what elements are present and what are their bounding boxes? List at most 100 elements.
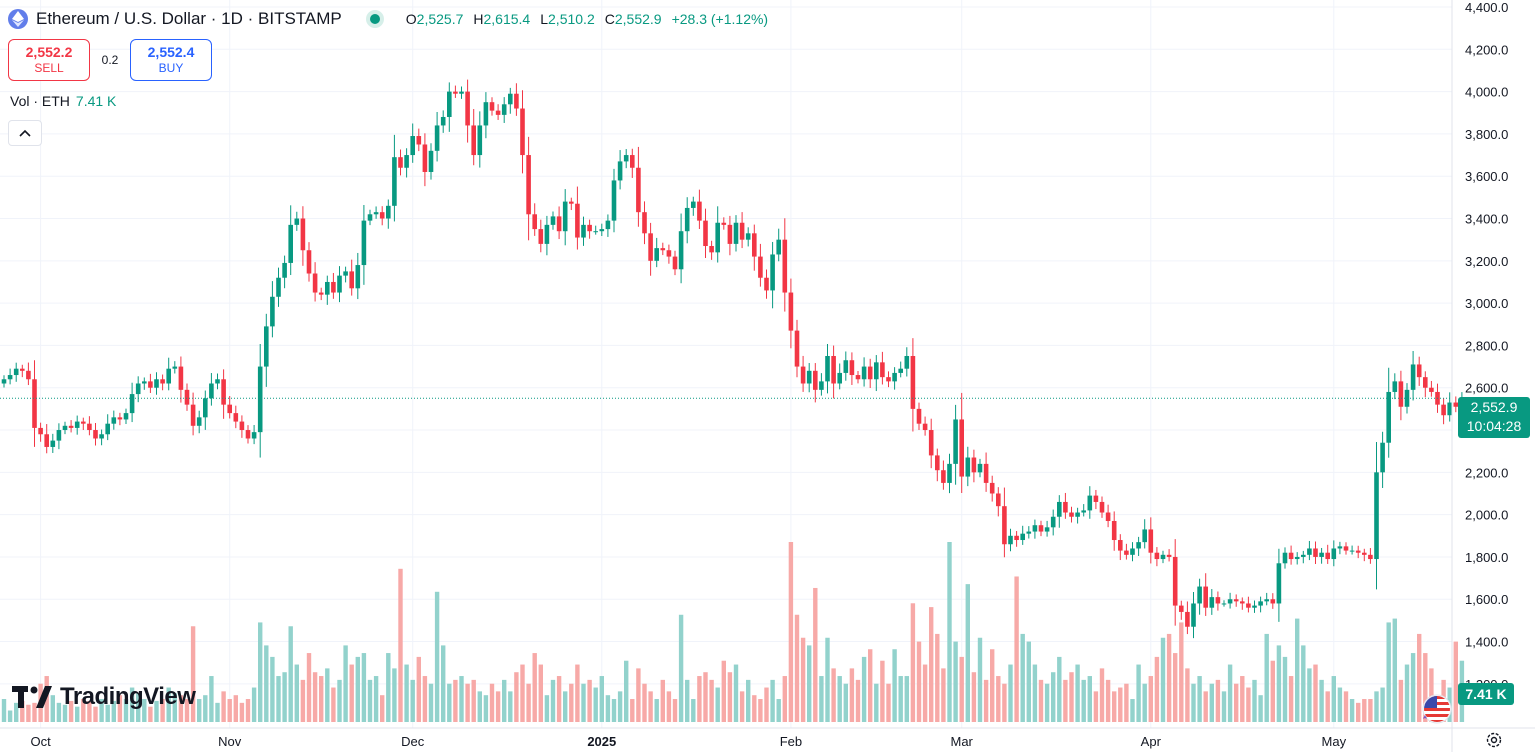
time-tick-label: Feb (780, 734, 802, 749)
volume-legend-value: 7.41 K (75, 93, 117, 109)
volume-bar (209, 676, 214, 722)
candle-body (434, 125, 440, 151)
candle-body (941, 470, 946, 483)
candle-body (1355, 550, 1361, 553)
candle-body (1093, 495, 1099, 502)
volume-bar (276, 676, 281, 722)
volume-bar (648, 691, 653, 722)
candle-body (672, 256, 678, 270)
candle-body (105, 423, 110, 435)
buy-button[interactable]: 2,552.4 BUY (130, 39, 212, 81)
volume-bar (129, 687, 135, 722)
volume-bar (831, 668, 836, 722)
candle-body (160, 379, 165, 384)
volume-bar (611, 699, 617, 722)
close-label: C (604, 11, 615, 27)
volume-bar (825, 637, 830, 722)
volume-bar (245, 699, 251, 722)
price-axis[interactable]: 4,400.0 4,200.0 4,000.0 3,800.0 3,600.0 3,400… (1451, 0, 1508, 752)
sell-button[interactable]: 2,552.2 SELL (8, 39, 90, 81)
volume-bar (1044, 683, 1050, 722)
chart-settings-icon[interactable] (1484, 730, 1504, 750)
volume-bar (270, 656, 275, 722)
tradingview-logo[interactable]: TradingView (12, 683, 196, 711)
volume-bar (117, 695, 123, 722)
candle-body (1453, 402, 1459, 407)
volume-bar (410, 679, 415, 722)
collapse-legend-button[interactable] (8, 120, 42, 146)
candle-body (447, 91, 452, 117)
volume-bar (251, 687, 257, 722)
candle-body (221, 379, 226, 405)
ethereum-icon (8, 9, 28, 29)
volume-bar (1014, 576, 1019, 722)
symbol-title[interactable]: Ethereum / U.S. Dollar · 1D · BITSTAMP (36, 9, 342, 28)
volume-bar (1, 699, 7, 722)
candle-body (459, 91, 464, 94)
candle-body (1038, 525, 1044, 532)
volume-bar (660, 679, 665, 722)
candle-body (1423, 377, 1428, 388)
volume-bar (1093, 691, 1099, 722)
time-axis[interactable]: Oct Nov Dec 2025 Feb Mar Apr May (0, 727, 1535, 749)
candle-body (50, 440, 56, 447)
candle-body (361, 220, 367, 266)
price-tick-label: 3,200.0 (1465, 254, 1508, 269)
volume-bar (861, 656, 867, 722)
candle-body (483, 102, 489, 126)
volume-bar (1423, 653, 1428, 722)
candle-body (642, 212, 647, 234)
candle-body (1130, 548, 1135, 555)
volume-bar (355, 656, 360, 722)
volume-bar (526, 683, 531, 722)
volume-bar (544, 695, 550, 722)
volume-bar (807, 645, 812, 722)
volume-bars (1, 542, 1465, 722)
volume-bar (398, 568, 403, 722)
candle-body (99, 434, 104, 439)
volume-legend[interactable]: Vol · ETH 7.41 K (10, 93, 116, 109)
volume-bar (983, 679, 989, 722)
volume-bar (1142, 683, 1147, 722)
volume-bar (447, 683, 452, 722)
volume-bar (386, 653, 391, 722)
volume-bar (14, 702, 19, 722)
volume-bar (1069, 672, 1074, 722)
candle-body (404, 155, 409, 168)
candle-body (1160, 554, 1166, 560)
candle-body (544, 224, 550, 244)
candle-body (989, 482, 995, 494)
candle-body (373, 212, 379, 215)
candle-body (1313, 548, 1318, 557)
volume-bar (123, 699, 129, 722)
candle-body (1246, 603, 1251, 608)
candle-body (1386, 391, 1391, 443)
candle-body (1057, 501, 1062, 517)
volume-bar (361, 653, 367, 722)
volume-bar (922, 664, 928, 722)
volume-bar (1282, 656, 1288, 722)
candle-body (806, 370, 812, 384)
volume-bar (813, 587, 818, 722)
last-price-value: 2,552.9 (1470, 399, 1518, 415)
candle-body (1197, 586, 1202, 604)
volume-bar (605, 695, 611, 722)
candle-body (1221, 603, 1227, 605)
candle-body (495, 110, 501, 115)
volume-bar (422, 676, 428, 722)
us-flag-icon[interactable] (1420, 692, 1454, 726)
volume-bar (1380, 687, 1385, 722)
volume-bar (733, 664, 739, 722)
candle-body (227, 404, 232, 414)
candle-body (935, 455, 940, 471)
candle-body (410, 136, 415, 156)
volume-bar (282, 672, 287, 722)
volume-bar (434, 591, 440, 722)
volume-bar (26, 704, 31, 722)
candle-body (532, 214, 537, 230)
candle-body (684, 207, 690, 232)
candle-body (1185, 611, 1190, 627)
candle-body (245, 430, 251, 439)
candle-body (489, 102, 495, 111)
